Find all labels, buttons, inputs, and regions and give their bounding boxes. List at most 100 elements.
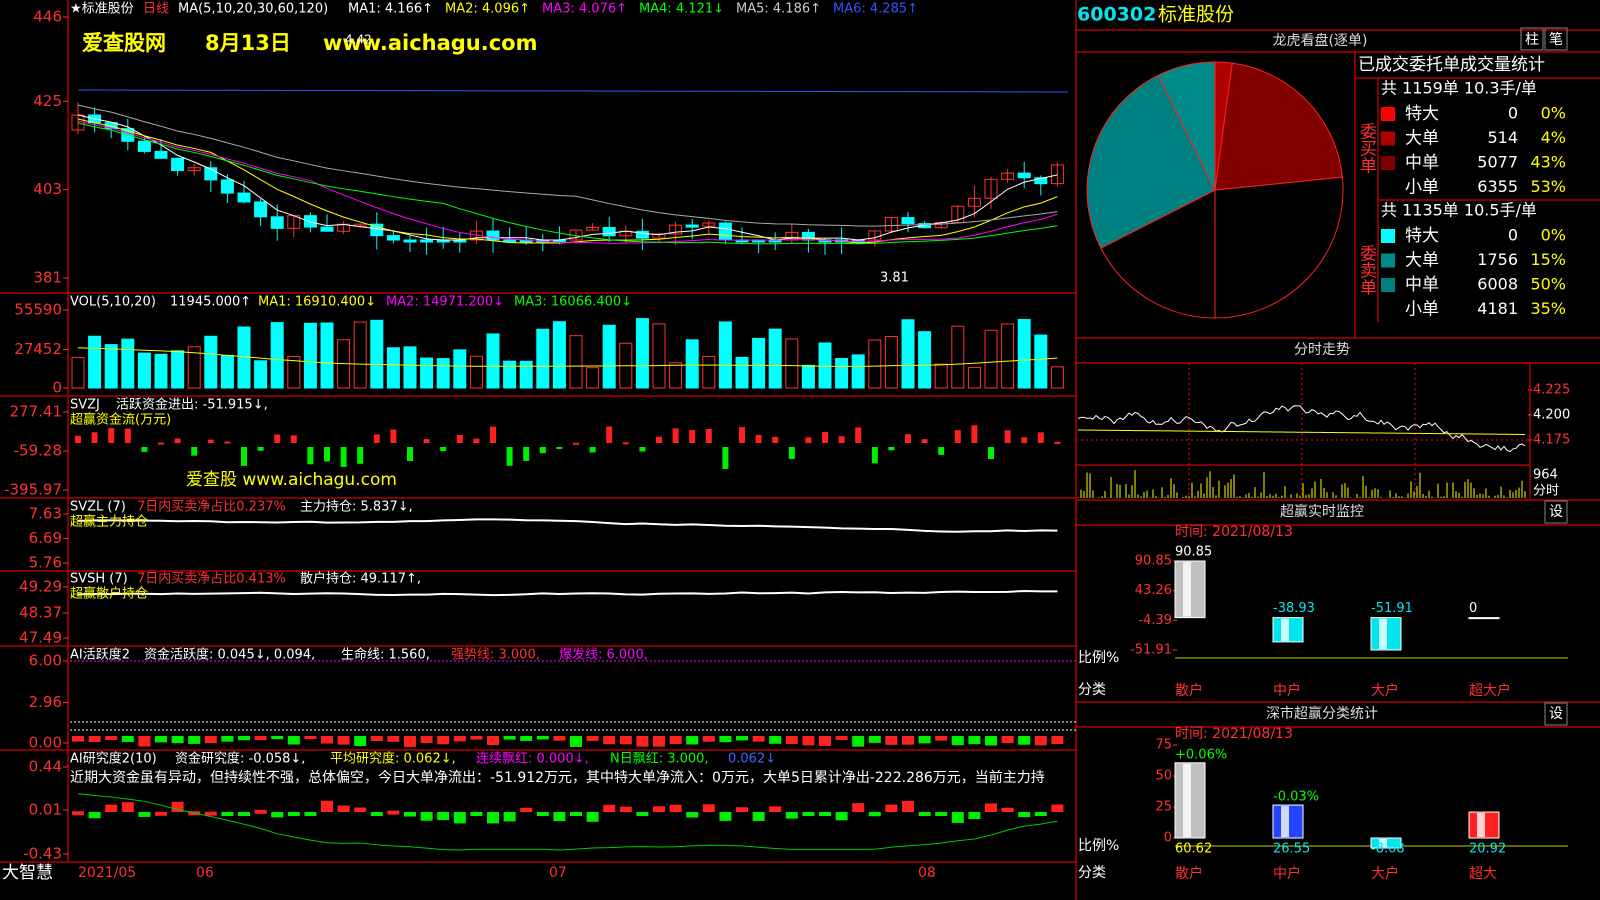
research-bar (669, 804, 682, 812)
research-bar (951, 812, 964, 823)
panel-title: 龙虎看盘(逐单) (1273, 32, 1368, 49)
order-type: 特大 (1405, 104, 1439, 124)
candle-body (503, 239, 517, 243)
intraday-avg (1077, 429, 1526, 435)
candle-body (254, 201, 268, 218)
research-bar (736, 807, 748, 812)
research-bar (686, 812, 699, 818)
y-tick-label: 2.96 (29, 693, 62, 711)
volume-bar (453, 349, 467, 389)
flow-bar (373, 434, 380, 443)
settings-button[interactable]: 设 (1549, 706, 1563, 722)
research-bar (337, 805, 350, 812)
active-bar (802, 736, 815, 746)
y-tick-label: 0 (1164, 831, 1172, 846)
research-bar (553, 812, 566, 822)
bar-highlight (1281, 806, 1289, 837)
volume-unit: 分时 (1533, 484, 1559, 499)
volume-bar (370, 319, 384, 389)
candle-body (685, 224, 699, 228)
flow-bar (324, 447, 330, 462)
flow-bar (672, 428, 679, 443)
research-bar (819, 812, 831, 816)
volume-bar (386, 347, 400, 389)
flow-bar (91, 432, 98, 443)
active-bar (404, 736, 416, 747)
research-bar (1034, 812, 1047, 816)
time-label: 时间: 2021/08/13 (1175, 726, 1293, 742)
flow-bar (407, 447, 413, 462)
research-bar (453, 812, 466, 824)
active-bar (520, 736, 533, 741)
flow-bar (124, 428, 131, 443)
axis-label: 比例% (1078, 650, 1119, 666)
y-tick-label: 4.225 (1533, 383, 1570, 398)
indicator-name: SVZL (7) (70, 500, 126, 515)
research-bar (835, 812, 848, 821)
order-count: 0 (1508, 226, 1518, 245)
volume-bar (984, 329, 998, 389)
volume-bar (1017, 318, 1031, 389)
volume-bar (718, 321, 732, 389)
indicator-value: 主力持仓: 5.837↓, (300, 500, 413, 515)
active-bar (586, 736, 599, 741)
volume-bar (951, 325, 965, 389)
flow-bar (871, 447, 878, 464)
active-bar (470, 736, 483, 740)
active-bar (736, 736, 748, 741)
bar-value: 26.55 (1273, 842, 1310, 857)
y-tick-label: 0.01 (29, 801, 62, 819)
intraday-price (1077, 405, 1526, 453)
volume-bar (287, 355, 301, 389)
tab-button[interactable]: 柱 (1525, 32, 1539, 48)
flow-bar (788, 447, 795, 459)
flow-bar (556, 447, 563, 449)
active-bar (221, 736, 234, 742)
category-label: 散户 (1175, 682, 1203, 699)
watermark: 爱查股网 (82, 31, 166, 55)
indicator-name: SVSH (7) (70, 572, 128, 587)
watermark: 8月13日 (205, 31, 291, 55)
stock-name: 标准股份 (1158, 4, 1234, 26)
change-label: -0.03% (1273, 790, 1319, 805)
settings-button[interactable]: 设 (1549, 504, 1563, 520)
flow-bar (639, 447, 646, 452)
ma-value: MA1: 4.166↑ (348, 2, 433, 17)
candle-body (1001, 172, 1015, 180)
y-tick-label: 47.49 (19, 629, 62, 647)
date-label: 2021/05 (78, 865, 136, 881)
bar-highlight (1183, 763, 1191, 837)
period: 日线 (143, 2, 169, 17)
bar-highlight (1183, 562, 1191, 617)
volume-bar (71, 356, 85, 389)
candle-body (1034, 177, 1048, 185)
research-bar (221, 812, 234, 816)
panel-subtitle: 已成交委托单成交量统计 (1358, 55, 1545, 75)
research-bar (437, 812, 450, 821)
volume-bar (536, 328, 550, 389)
pie-slice (1086, 74, 1216, 249)
tab-button[interactable]: 笔 (1549, 32, 1563, 48)
candle-body (718, 222, 732, 241)
flow-bar (573, 442, 579, 445)
axis-label: 分类 (1078, 865, 1106, 881)
volume-bar (569, 335, 583, 389)
y-tick-label: 5.76 (29, 554, 62, 572)
y-tick-label: 4.200 (1533, 408, 1570, 423)
active-bar (702, 736, 715, 742)
research-bar (769, 806, 782, 812)
flow-bar (241, 447, 247, 466)
bar-value: 20.92 (1469, 842, 1506, 857)
legend-swatch (1381, 156, 1395, 170)
research-bar (902, 800, 914, 812)
candle-body (984, 178, 998, 199)
category-label: 中户 (1273, 865, 1301, 882)
volume-bar (901, 319, 915, 389)
flow-bar (456, 434, 463, 443)
active-bar (719, 736, 732, 743)
research-bar (719, 812, 732, 821)
candle-body (420, 239, 434, 243)
bar-highlight (1281, 618, 1289, 641)
research-bar (287, 812, 300, 816)
